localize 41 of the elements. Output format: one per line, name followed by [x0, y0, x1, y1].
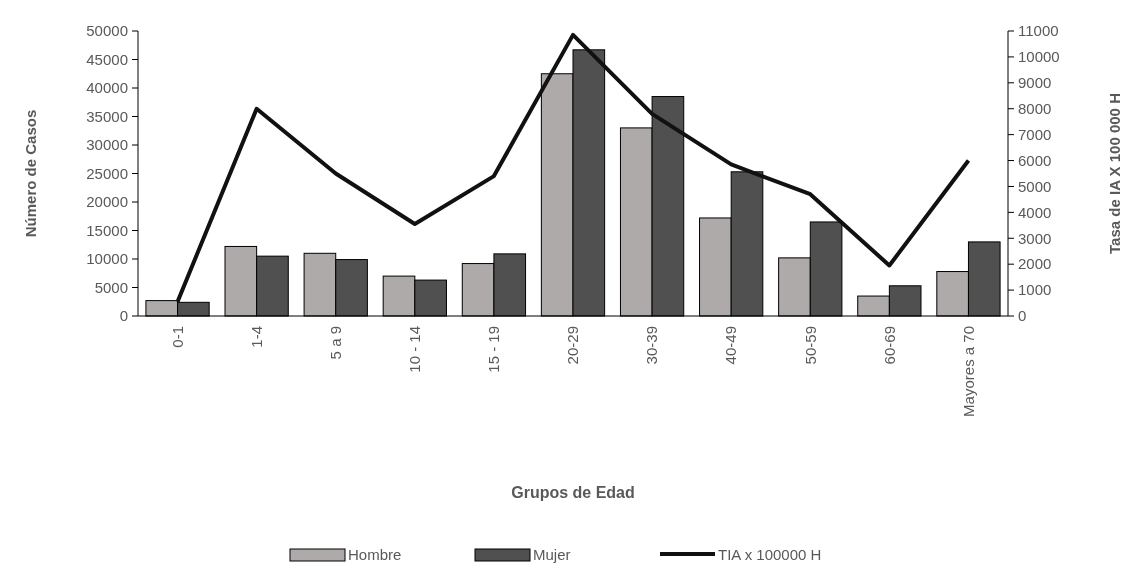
- y-tick-label: 35000: [86, 107, 128, 125]
- x-tick-label: 20-29: [564, 326, 582, 365]
- y-tick-label: 15000: [86, 221, 128, 239]
- legend-label: Hombre: [348, 545, 402, 563]
- y2-tick-label: 10000: [1018, 48, 1060, 66]
- y2-tick-label: 9000: [1018, 74, 1052, 92]
- y-tick-label: 5000: [94, 278, 128, 296]
- x-tick-label: 10 - 14: [406, 326, 424, 373]
- x-tick-label: 60-69: [880, 326, 898, 365]
- line-series: [175, 32, 971, 304]
- y2-tick-label: 8000: [1018, 99, 1052, 117]
- y2-tick-label: 1000: [1018, 281, 1052, 299]
- y-tick-label: 45000: [86, 50, 128, 68]
- y-tick-label: 10000: [86, 250, 128, 268]
- y2-tick-label: 5000: [1018, 177, 1052, 195]
- y2-tick-label: 11000: [1018, 22, 1059, 40]
- y2-tick-label: 3000: [1018, 229, 1052, 247]
- x-tick-label: 30-39: [643, 326, 661, 365]
- x-tick-label: 40-49: [722, 326, 740, 365]
- legend-label: TIA x 100000 H: [718, 545, 822, 563]
- y-tick-label: 0: [119, 307, 128, 325]
- x-tick-label: Mayores a 70: [959, 326, 977, 417]
- x-tick-label: 1-4: [247, 326, 265, 348]
- y2-tick-label: 6000: [1018, 151, 1052, 169]
- legend-label: Mujer: [533, 545, 571, 563]
- y2-tick-label: 7000: [1018, 125, 1052, 143]
- y-tick-label: 30000: [86, 136, 128, 154]
- y2-tick-label: 2000: [1018, 255, 1052, 273]
- y-tick-label: 40000: [86, 79, 128, 97]
- y-axis-title: Número de Casos: [22, 109, 39, 238]
- y-tick-label: 50000: [86, 22, 128, 40]
- y-tick-label: 25000: [86, 164, 128, 182]
- y-tick-label: 20000: [86, 193, 128, 211]
- y2-axis-title: Tasa de IA X 100 000 H: [1106, 93, 1123, 254]
- x-axis-title: Grupos de Edad: [511, 484, 635, 501]
- y2-tick-label: 0: [1018, 307, 1027, 325]
- x-tick-label: 15 - 19: [485, 326, 503, 373]
- x-tick-label: 5 a 9: [326, 326, 344, 360]
- x-tick-label: 0-1: [168, 326, 186, 348]
- x-tick-label: 50-59: [801, 326, 819, 365]
- y2-tick-label: 4000: [1018, 203, 1052, 221]
